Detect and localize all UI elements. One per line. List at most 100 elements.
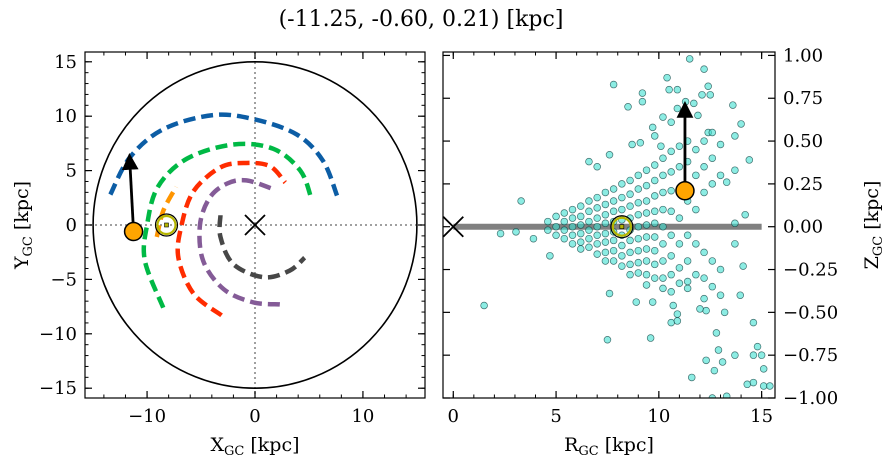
y-tick-label: 10 bbox=[54, 106, 77, 127]
scatter-point bbox=[601, 257, 610, 265]
scatter-point bbox=[708, 257, 717, 265]
scatter-point bbox=[642, 245, 651, 253]
scatter-point bbox=[659, 284, 667, 293]
scatter-point bbox=[576, 245, 585, 253]
scatter-point bbox=[700, 65, 708, 73]
scatter-point bbox=[708, 394, 717, 398]
scatter-point bbox=[659, 274, 667, 282]
galactic-center-cross bbox=[443, 216, 464, 238]
scatter-point bbox=[593, 222, 601, 231]
scatter-point bbox=[669, 301, 677, 310]
scatter-point bbox=[731, 219, 739, 228]
scatter-point bbox=[618, 205, 626, 214]
orbit-arc bbox=[175, 160, 287, 318]
scatter-point bbox=[681, 97, 690, 106]
y-tick-label: −10 bbox=[39, 324, 77, 345]
scatter-point bbox=[667, 207, 675, 216]
scatter-point bbox=[601, 200, 610, 209]
scatter-point bbox=[650, 161, 659, 169]
scatter-point bbox=[692, 270, 700, 279]
scatter-point bbox=[544, 226, 552, 234]
scatter-point bbox=[722, 392, 731, 398]
scatter-point bbox=[650, 219, 659, 228]
scatter-point bbox=[659, 222, 667, 231]
scatter-point bbox=[692, 240, 700, 248]
scatter-point bbox=[700, 137, 708, 145]
y-axis-label: ZGC [kpc] bbox=[861, 181, 886, 270]
scatter-point bbox=[743, 380, 751, 389]
scatter-point bbox=[593, 240, 601, 248]
scatter-point bbox=[618, 252, 626, 260]
scatter-point bbox=[716, 291, 725, 299]
scatter-point bbox=[480, 301, 488, 310]
scatter-point bbox=[667, 270, 675, 279]
scatter-point bbox=[585, 234, 593, 243]
scatter-point bbox=[601, 210, 610, 219]
scatter-point bbox=[692, 171, 700, 180]
scatter-point bbox=[650, 132, 659, 140]
scatter-point bbox=[659, 205, 667, 214]
scatter-point bbox=[634, 171, 643, 180]
scatter-point bbox=[593, 193, 601, 202]
x-tick-label: 10 bbox=[647, 406, 670, 427]
scatter-point bbox=[601, 188, 610, 197]
scatter-point bbox=[731, 351, 739, 359]
scatter-point bbox=[675, 279, 684, 287]
scatter-point bbox=[634, 222, 643, 231]
scatter-point bbox=[692, 205, 700, 214]
scatter-point bbox=[634, 258, 643, 267]
y-tick-label: 5 bbox=[66, 161, 77, 182]
scatter-point bbox=[634, 269, 643, 277]
scatter-point bbox=[759, 382, 768, 390]
scatter-point bbox=[593, 214, 601, 222]
scatter-point bbox=[642, 209, 651, 217]
scatter-point bbox=[729, 101, 737, 109]
scatter-point bbox=[716, 140, 725, 149]
scatter-point bbox=[576, 221, 585, 229]
scatter-point bbox=[710, 366, 719, 375]
scatter-point bbox=[753, 342, 762, 351]
scatter-point bbox=[552, 231, 560, 240]
scatter-point bbox=[585, 226, 593, 234]
scatter-point bbox=[696, 305, 704, 313]
scatter-point bbox=[568, 205, 577, 214]
y-tick-label: 0.50 bbox=[783, 131, 823, 152]
scatter-point bbox=[601, 248, 610, 257]
scatter-point bbox=[632, 298, 640, 306]
scatter-point bbox=[650, 260, 659, 269]
y-tick-label: 1.00 bbox=[783, 45, 823, 66]
scatter-point bbox=[704, 82, 712, 91]
y-tick-label: 0.25 bbox=[783, 174, 823, 195]
scatter-point bbox=[706, 91, 714, 99]
scatter-point bbox=[659, 154, 667, 162]
scatter-point bbox=[638, 97, 647, 106]
scatter-point bbox=[593, 231, 601, 240]
scatter-point bbox=[698, 91, 706, 99]
scatter-point bbox=[650, 246, 659, 255]
scatter-point bbox=[585, 157, 593, 166]
scatter-point bbox=[673, 317, 682, 325]
scatter-point bbox=[544, 217, 552, 226]
scatter-point bbox=[560, 217, 569, 226]
scatter-point bbox=[736, 291, 745, 299]
scatter-point bbox=[642, 270, 651, 279]
scatter-point bbox=[552, 212, 560, 221]
x-tick-label: 0 bbox=[448, 406, 459, 427]
orbit-arc bbox=[141, 141, 314, 309]
right-panel-rz: 0 5 10 15 −1.00 −0.75 −0.50 −0.25 0.00 0.25 0.50 0.… bbox=[442, 45, 886, 459]
scatter-point bbox=[722, 178, 731, 186]
scatter-point bbox=[576, 202, 585, 210]
y-tick-label: 0 bbox=[66, 215, 77, 236]
scatter-point bbox=[766, 382, 774, 390]
x-axis-label: RGC [kpc] bbox=[564, 434, 654, 459]
scatter-point bbox=[657, 142, 665, 150]
scatter-point bbox=[659, 188, 667, 197]
scatter-point bbox=[603, 336, 612, 344]
galactic-center-cross bbox=[244, 214, 266, 236]
scatter-point bbox=[708, 154, 717, 162]
scatter-point bbox=[757, 351, 766, 359]
scatter-point bbox=[749, 378, 758, 387]
scatter-point bbox=[673, 310, 682, 318]
scatter-point bbox=[642, 257, 651, 265]
